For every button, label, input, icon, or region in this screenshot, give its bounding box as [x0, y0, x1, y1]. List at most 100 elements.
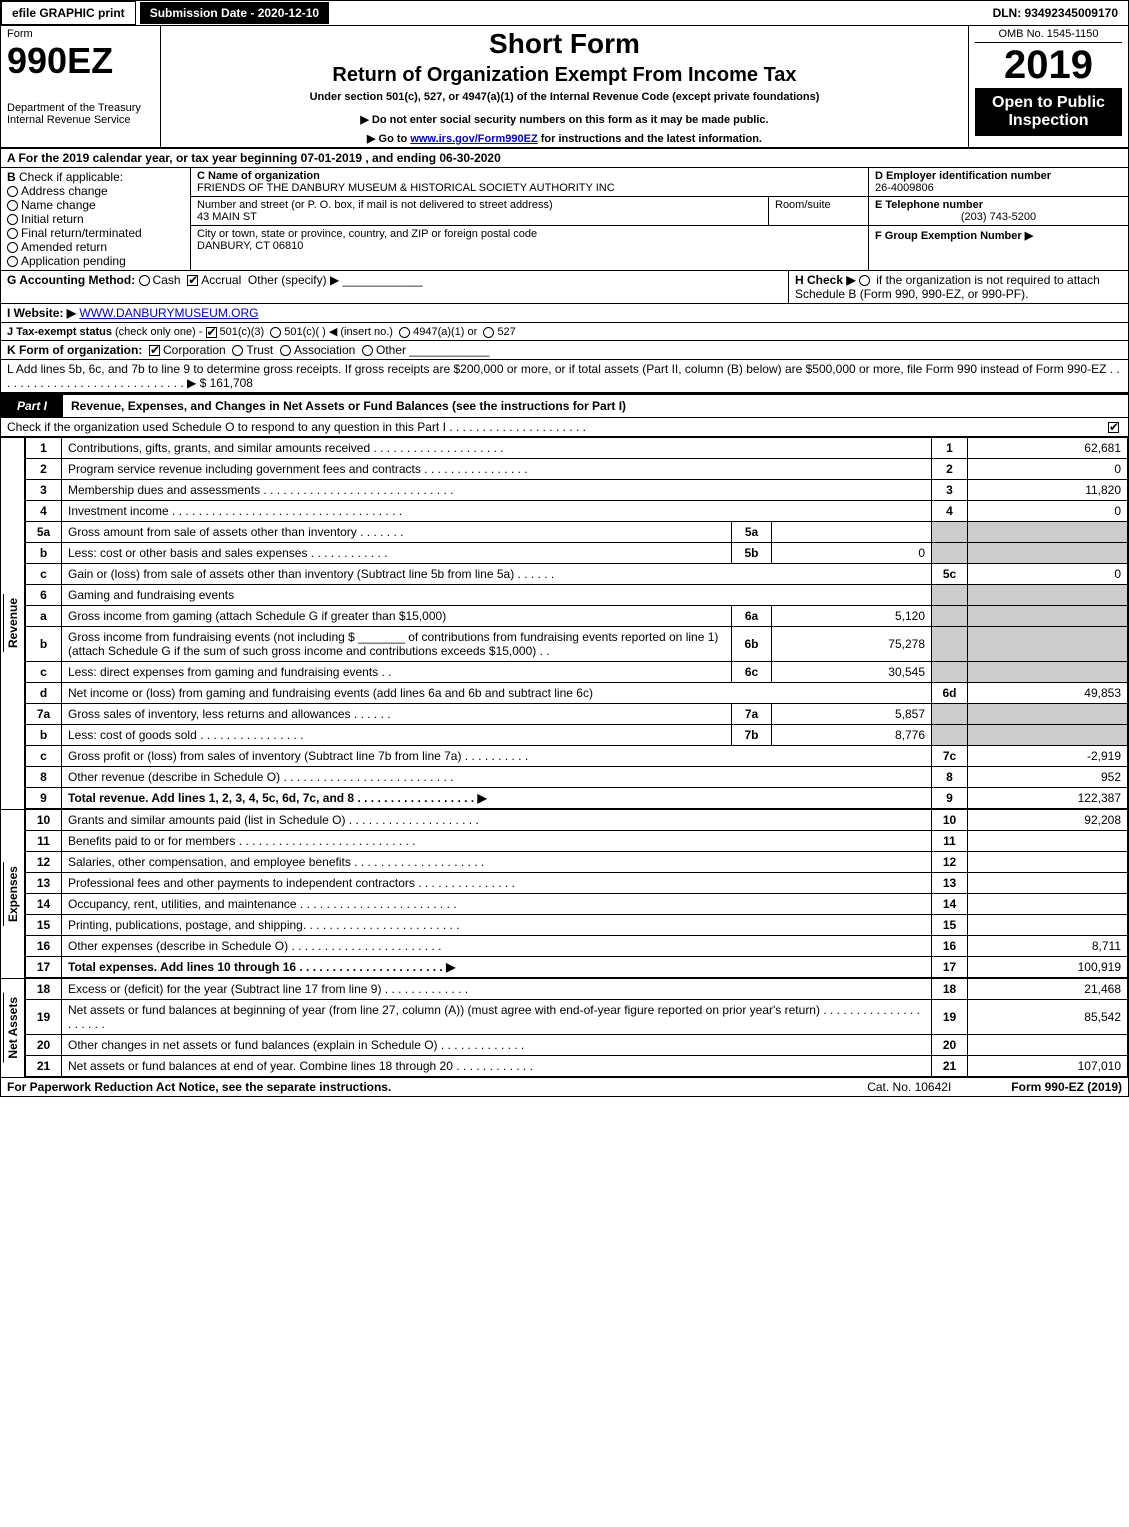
checkbox-accrual[interactable]	[187, 275, 198, 286]
line-8-label: Other revenue (describe in Schedule O) .…	[62, 767, 932, 788]
checkbox-initial-return[interactable]	[7, 214, 18, 225]
checkbox-schedule-o[interactable]	[1108, 422, 1119, 433]
line-7a-num: 7a	[26, 704, 62, 725]
omb-number: OMB No. 1545-1150	[975, 28, 1122, 43]
label-accrual: Accrual	[201, 273, 241, 287]
tax-exempt-label: J Tax-exempt status	[7, 326, 112, 338]
line-5b-ln	[932, 543, 968, 564]
line-17-label: Total expenses. Add lines 10 through 16 …	[62, 957, 932, 978]
line-6-num: 6	[26, 585, 62, 606]
line-5b-val	[968, 543, 1128, 564]
website-link[interactable]: WWW.DANBURYMUSEUM.ORG	[79, 306, 258, 320]
section-g-label: G Accounting Method:	[7, 273, 135, 287]
line-16-num: 16	[26, 936, 62, 957]
checkbox-501c3[interactable]	[206, 327, 217, 338]
line-3-num: 3	[26, 480, 62, 501]
line-20-ln: 20	[932, 1035, 968, 1056]
line-14-val	[968, 894, 1128, 915]
checkbox-cash[interactable]	[139, 275, 150, 286]
line-3-label: Membership dues and assessments . . . . …	[62, 480, 932, 501]
line-13-val	[968, 873, 1128, 894]
line-7a-val	[968, 704, 1128, 725]
checkbox-4947[interactable]	[399, 327, 410, 338]
section-f-label: F Group Exemption Number ▶	[875, 230, 1033, 242]
checkbox-trust[interactable]	[232, 345, 243, 356]
efile-print-button[interactable]: efile GRAPHIC print	[1, 1, 136, 25]
label-501c: 501(c)( ) ◀ (insert no.)	[284, 326, 393, 338]
checkbox-527[interactable]	[483, 327, 494, 338]
line-6b-label1: Gross income from fundraising events (no…	[68, 630, 355, 644]
line-5b-sub: 5b	[732, 543, 772, 564]
section-g-h: G Accounting Method: Cash Accrual Other …	[1, 271, 1128, 304]
revenue-section: Revenue 1Contributions, gifts, grants, a…	[1, 437, 1128, 809]
line-11-ln: 11	[932, 831, 968, 852]
line-5c-label: Gain or (loss) from sale of assets other…	[62, 564, 932, 585]
line-7b-sub: 7b	[732, 725, 772, 746]
part-1-tab: Part I	[1, 395, 63, 417]
line-6-label: Gaming and fundraising events	[62, 585, 932, 606]
side-label-expenses: Expenses	[3, 862, 22, 926]
goto-prefix: ▶ Go to	[367, 133, 410, 145]
line-6c-sub: 6c	[732, 662, 772, 683]
line-4-num: 4	[26, 501, 62, 522]
line-7b-subval: 8,776	[772, 725, 932, 746]
line-12-label: Salaries, other compensation, and employ…	[62, 852, 932, 873]
net-assets-table: 18Excess or (deficit) for the year (Subt…	[25, 978, 1128, 1077]
line-12-ln: 12	[932, 852, 968, 873]
line-7b-ln	[932, 725, 968, 746]
line-11-num: 11	[26, 831, 62, 852]
line-6a-subval: 5,120	[772, 606, 932, 627]
line-20-val	[968, 1035, 1128, 1056]
irs-link[interactable]: www.irs.gov/Form990EZ	[410, 133, 537, 145]
line-6a-val	[968, 606, 1128, 627]
org-name: FRIENDS OF THE DANBURY MUSEUM & HISTORIC…	[197, 182, 862, 194]
line-19-ln: 19	[932, 1000, 968, 1035]
top-bar: efile GRAPHIC print Submission Date - 20…	[1, 1, 1128, 26]
checkbox-application-pending[interactable]	[7, 256, 18, 267]
net-assets-section: Net Assets 18Excess or (deficit) for the…	[1, 978, 1128, 1077]
line-8-num: 8	[26, 767, 62, 788]
line-17-num: 17	[26, 957, 62, 978]
city-label: City or town, state or province, country…	[197, 228, 862, 240]
goto-suffix: for instructions and the latest informat…	[538, 133, 762, 145]
section-c-label: C Name of organization	[197, 170, 862, 182]
checkbox-schedule-b[interactable]	[859, 275, 870, 286]
checkbox-corporation[interactable]	[149, 345, 160, 356]
line-6c-num: c	[26, 662, 62, 683]
line-21-label: Net assets or fund balances at end of ye…	[62, 1056, 932, 1077]
checkbox-other-org[interactable]	[362, 345, 373, 356]
line-20-label: Other changes in net assets or fund bala…	[62, 1035, 932, 1056]
line-15-ln: 15	[932, 915, 968, 936]
checkbox-name-change[interactable]	[7, 200, 18, 211]
subtitle: Under section 501(c), 527, or 4947(a)(1)…	[167, 91, 962, 103]
line-16-val: 8,711	[968, 936, 1128, 957]
line-4-ln: 4	[932, 501, 968, 522]
line-5a-subval	[772, 522, 932, 543]
form-ref: Form 990-EZ (2019)	[1011, 1080, 1122, 1094]
line-5a-label: Gross amount from sale of assets other t…	[62, 522, 732, 543]
checkbox-amended-return[interactable]	[7, 242, 18, 253]
checkbox-final-return[interactable]	[7, 228, 18, 239]
checkbox-association[interactable]	[280, 345, 291, 356]
line-14-num: 14	[26, 894, 62, 915]
addr-value: 43 MAIN ST	[197, 211, 762, 223]
line-4-val: 0	[968, 501, 1128, 522]
line-9-ln: 9	[932, 788, 968, 809]
line-15-num: 15	[26, 915, 62, 936]
line-2-ln: 2	[932, 459, 968, 480]
line-11-val	[968, 831, 1128, 852]
line-6b-val	[968, 627, 1128, 662]
line-6-ln	[932, 585, 968, 606]
line-20-num: 20	[26, 1035, 62, 1056]
line-19-num: 19	[26, 1000, 62, 1035]
checkbox-address-change[interactable]	[7, 186, 18, 197]
checkbox-501c[interactable]	[270, 327, 281, 338]
room-suite-label: Room/suite	[768, 197, 868, 225]
line-16-label: Other expenses (describe in Schedule O) …	[62, 936, 932, 957]
section-l: L Add lines 5b, 6c, and 7b to line 9 to …	[1, 360, 1128, 393]
line-8-val: 952	[968, 767, 1128, 788]
section-e-label: E Telephone number	[875, 199, 1122, 211]
section-a-tax-year: A For the 2019 calendar year, or tax yea…	[1, 149, 1128, 168]
paperwork-notice: For Paperwork Reduction Act Notice, see …	[7, 1080, 867, 1094]
label-4947: 4947(a)(1) or	[413, 326, 477, 338]
